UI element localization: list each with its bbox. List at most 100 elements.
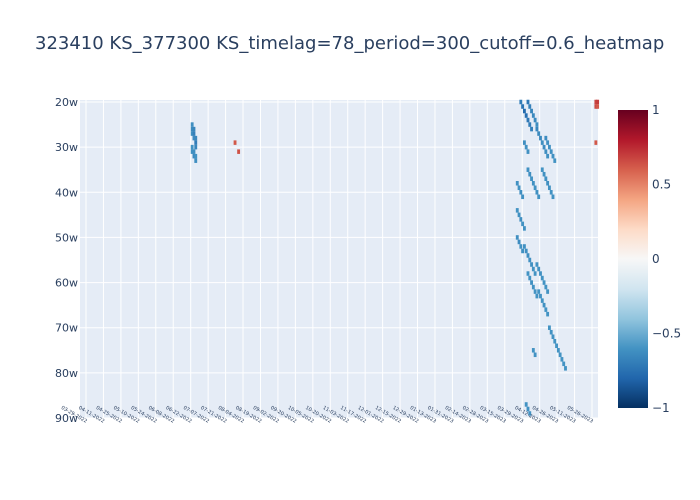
heatmap-cell — [192, 126, 196, 132]
heatmap-cell — [515, 181, 519, 186]
heatmap-cell — [551, 334, 555, 339]
heatmap-cell — [556, 348, 560, 353]
heatmap-cell — [546, 181, 550, 186]
heatmap-cell — [530, 108, 533, 114]
heatmap-cell — [528, 257, 532, 263]
heatmap-cell — [521, 221, 525, 227]
heatmap-cell — [533, 117, 537, 123]
heatmap-cell — [596, 104, 600, 109]
heatmap-cell — [519, 99, 523, 105]
heatmap-cell — [542, 302, 546, 308]
y-tick-label: 60w — [55, 277, 78, 290]
heatmap-cell — [533, 271, 537, 276]
colorbar-tick-label: −1 — [652, 401, 670, 415]
heatmap-cell — [535, 293, 539, 299]
heatmap-cell — [519, 190, 523, 195]
y-tick-label: 50w — [55, 231, 78, 244]
heatmap-cell — [519, 244, 523, 249]
y-axis-ticks: 20w 30w 40w 50w 60w 70w 80w 90w — [55, 96, 78, 425]
heatmap-cell — [544, 307, 548, 312]
heatmap-cell — [528, 411, 532, 416]
colorbar-tick-label: −0.5 — [652, 327, 681, 341]
colorbar-tick-label: 1 — [652, 103, 660, 117]
plot-background — [80, 100, 598, 418]
y-tick-label: 20w — [55, 96, 78, 109]
chart-title: 323410 KS_377300 KS_timelag=78_period=30… — [35, 33, 665, 54]
heatmap-cell — [526, 253, 530, 258]
heatmap-cell — [544, 176, 548, 181]
heatmap-cell — [535, 190, 539, 195]
heatmap-cell — [594, 99, 598, 105]
heatmap-cell — [528, 122, 532, 127]
heatmap-cell — [594, 104, 598, 109]
heatmap-cell — [528, 104, 532, 109]
heatmap-cell — [547, 325, 551, 330]
heatmap-cell — [190, 126, 194, 132]
heatmap-cell — [192, 153, 196, 159]
heatmap-cell — [194, 144, 198, 150]
heatmap-cell — [539, 135, 542, 141]
heatmap-cell — [528, 171, 532, 177]
heatmap-cell — [535, 126, 539, 132]
heatmap-cell — [539, 271, 542, 276]
heatmap-cell — [233, 140, 237, 145]
heatmap-cell — [515, 208, 519, 213]
heatmap-cell — [539, 293, 542, 299]
heatmap-cell — [535, 122, 539, 127]
heatmap-cell — [526, 167, 530, 172]
heatmap-cell — [192, 149, 196, 154]
heatmap-cell — [549, 149, 553, 154]
heatmap-cell — [194, 153, 198, 159]
heatmap-cell — [528, 275, 532, 281]
heatmap-cell — [540, 298, 544, 303]
heatmap-cell — [521, 194, 525, 200]
heatmap-cell — [531, 181, 535, 186]
heatmap-cell — [531, 348, 535, 353]
heatmap-cell — [533, 185, 537, 191]
heatmap-cell — [524, 402, 528, 407]
heatmap-cell — [537, 194, 541, 200]
heatmap-cell — [530, 176, 533, 181]
heatmap-cell — [560, 357, 564, 362]
heatmap-cell — [549, 329, 553, 335]
heatmap-cell — [547, 185, 551, 191]
heatmap-cell — [533, 289, 537, 294]
heatmap-cell — [544, 135, 548, 141]
heatmap-cell — [526, 99, 530, 105]
heatmap-cell — [540, 167, 544, 172]
heatmap-cell — [546, 153, 550, 159]
y-tick-label: 40w — [55, 186, 78, 199]
heatmap-cell — [533, 352, 537, 358]
heatmap-cell — [194, 158, 198, 163]
heatmap-cell — [190, 149, 194, 154]
colorbar-tick-label: 0 — [652, 252, 660, 266]
heatmap-cell — [537, 266, 541, 272]
heatmap-cell — [531, 266, 535, 272]
y-tick-label: 90w — [55, 412, 78, 425]
heatmap-cell — [537, 289, 541, 294]
heatmap-cell — [530, 280, 533, 285]
colorbar-tick-label: 0.5 — [652, 178, 671, 192]
heatmap-cell — [551, 194, 555, 200]
heatmap-cells — [190, 99, 600, 416]
heatmap-cell — [531, 284, 535, 290]
heatmap-cell — [526, 149, 530, 154]
heatmap-cell — [521, 104, 525, 109]
heatmap-cell — [522, 244, 526, 249]
heatmap-cell — [526, 117, 530, 123]
heatmap-cell — [192, 131, 196, 136]
heatmap-cell — [546, 140, 550, 145]
heatmap-cell — [540, 140, 544, 145]
heatmap-cell — [190, 122, 194, 127]
heatmap-cell — [524, 248, 528, 254]
heatmap-cell — [540, 275, 544, 281]
colorbar-ticks: 1 0.5 0 −0.5 −1 — [652, 103, 681, 415]
heatmap-cell — [542, 171, 546, 177]
heatmap-cell — [526, 271, 530, 276]
heatmap-cell — [531, 113, 535, 118]
heatmap-cell — [190, 131, 194, 136]
heatmap-cell — [194, 140, 198, 145]
colorbar — [618, 110, 648, 408]
heatmap-cell — [237, 149, 241, 154]
